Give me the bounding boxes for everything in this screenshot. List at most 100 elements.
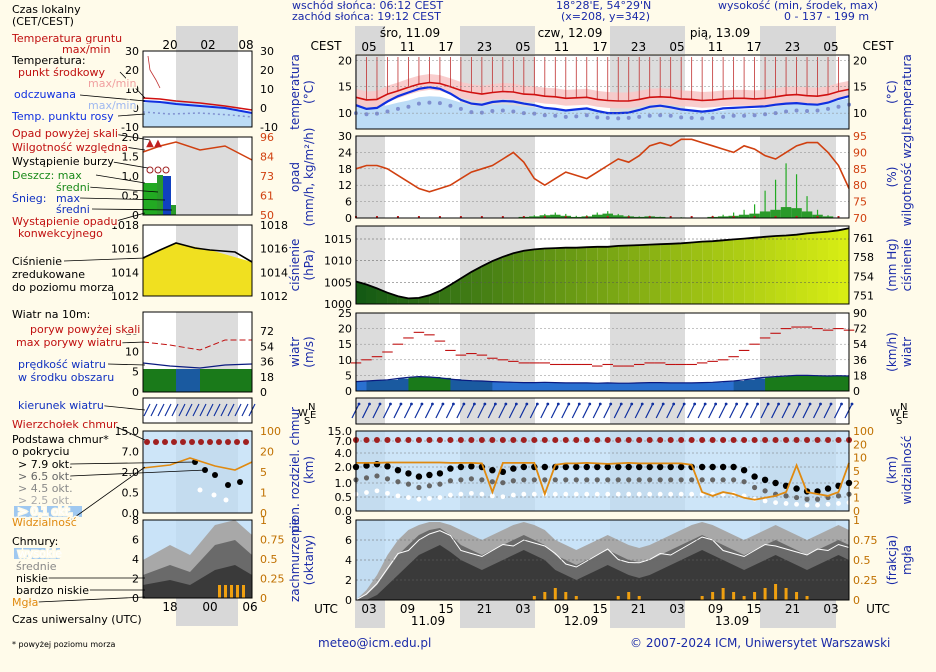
visibility-tick: 0 [853, 505, 860, 518]
wind-fill [607, 382, 619, 391]
conv-marker [522, 216, 525, 218]
cloud-base-65 [835, 493, 842, 499]
night-band [460, 26, 535, 54]
wind-arrow-head [714, 402, 718, 406]
dew-point [647, 113, 652, 118]
legend-okt65: > 6.5 okt. [18, 470, 73, 483]
fog-bar [564, 592, 568, 600]
legend-high-bg [14, 548, 60, 559]
legend-cl-high: wysokie [18, 547, 62, 560]
conv-marker [438, 216, 441, 218]
legend-tick-left: 1.0 [122, 170, 140, 183]
legend-precip-over: Opad powyżej skali [12, 127, 118, 140]
legend-panel-border [142, 50, 253, 128]
dew-point [458, 106, 463, 111]
night-band [355, 26, 385, 54]
legend-okt79: > 7.9 okt. [18, 458, 73, 471]
day-label-bottom: 11.09 [411, 614, 445, 628]
legend-temp-minmax: max/min [88, 77, 136, 90]
legend-tick-right: 73 [260, 170, 274, 183]
day-label-top: pią, 13.09 [690, 26, 750, 40]
legend-panel: ▲ ▲ [14, 26, 256, 626]
cloud-base-65 [552, 477, 558, 483]
dew-point [616, 116, 621, 121]
legend-feels-minmax: max/min [88, 99, 136, 112]
cloud-base-01 [626, 491, 632, 497]
compass-n-right: N [900, 402, 907, 413]
wind-arrow [833, 403, 843, 419]
temp-axis-unit: (°C) [302, 80, 316, 104]
wind-fill [366, 381, 378, 391]
wind-arrow-head [410, 402, 413, 406]
y-tick-left: 1015 [324, 233, 352, 246]
legend-tick-left: 1.5 [122, 151, 140, 164]
cloud-top-point [436, 437, 443, 443]
legend-rain: Deszcz: max [12, 169, 82, 182]
wind-arrow-head [661, 402, 665, 406]
legend-storm-mark [162, 166, 170, 174]
panel-border [355, 519, 850, 601]
wind-arrow [361, 403, 371, 419]
legend-wind-arrow [143, 403, 151, 417]
rain-mid-bar [822, 216, 834, 218]
legend-cloudtop-dot [198, 439, 204, 445]
pressure-fill [660, 243, 671, 304]
compass-e: E [310, 410, 316, 421]
panel-border [355, 397, 850, 425]
night-band [460, 600, 535, 628]
conv-marker [795, 216, 798, 218]
legend-visibility-line [142, 457, 253, 471]
email-link[interactable]: meteo@icm.edu.pl [318, 636, 432, 650]
cloud-vlow-area [356, 545, 849, 600]
compass-e-right: E [902, 410, 908, 421]
cloud-base-65 [657, 477, 663, 483]
legend-tick-right: 20 [260, 64, 274, 77]
legend-pressure-fill [143, 243, 252, 296]
y-tick-left: 20 [338, 323, 352, 336]
utc-tick: 15 [592, 602, 607, 616]
cloud-base-65 [605, 477, 611, 483]
y-tick-left: 8 [345, 514, 352, 527]
cloud-base-65 [804, 496, 810, 502]
legend-utc-label: Czas uniwersalny (UTC) [12, 613, 142, 626]
humidity-tick: 90 [853, 146, 867, 159]
cloud-base-79 [436, 470, 444, 477]
conv-marker [585, 216, 588, 218]
cloud-base-79 [583, 463, 590, 471]
conv-marker [501, 216, 504, 218]
wind-arrow [550, 403, 559, 419]
legend-tick-left: -10 [121, 121, 139, 134]
wind-arrow [624, 403, 633, 419]
cloud-base-79 [363, 462, 370, 469]
fog-axis-unit: (frakcja) [885, 535, 899, 585]
wind-arrow [571, 403, 580, 419]
legend-pressure-1: Ciśnienie [12, 255, 62, 268]
dew-point [364, 112, 369, 117]
wind-arrow-head [829, 402, 833, 406]
cloud-top-point [468, 437, 475, 443]
legend-leader [95, 174, 146, 184]
legend-cloud-base1: Podstawa chmur* [12, 433, 109, 446]
wind-arrow [718, 403, 727, 419]
y-tick-left: 20 [338, 54, 352, 67]
legend-tick-left: 4 [132, 553, 139, 566]
legend-cloudtop-dot [180, 439, 186, 445]
legend-tick-right: 30 [260, 45, 274, 58]
legend-soil-range: max/min [62, 43, 110, 56]
legend-panel-border [142, 224, 253, 297]
y-tick-left: 18 [338, 163, 352, 176]
cloud-base-79 [394, 467, 402, 474]
wind-arrow [466, 403, 475, 419]
legend-utc-tick: 06 [242, 600, 257, 614]
rain-mid-bar [529, 216, 540, 218]
legend-cl-vlow: bardzo niskie [16, 584, 89, 597]
legend-gust-line [142, 339, 252, 351]
cloud-base-01 [689, 491, 695, 497]
cest-tick: 23 [631, 40, 646, 54]
night-band [760, 600, 836, 628]
legend-cloudtop-dot [225, 439, 231, 445]
visibility-axis-title: widzialność [900, 436, 914, 505]
pressure-fill [460, 271, 472, 304]
wind-fill [838, 375, 850, 391]
humidity-axis-unit: (%) [885, 167, 899, 188]
